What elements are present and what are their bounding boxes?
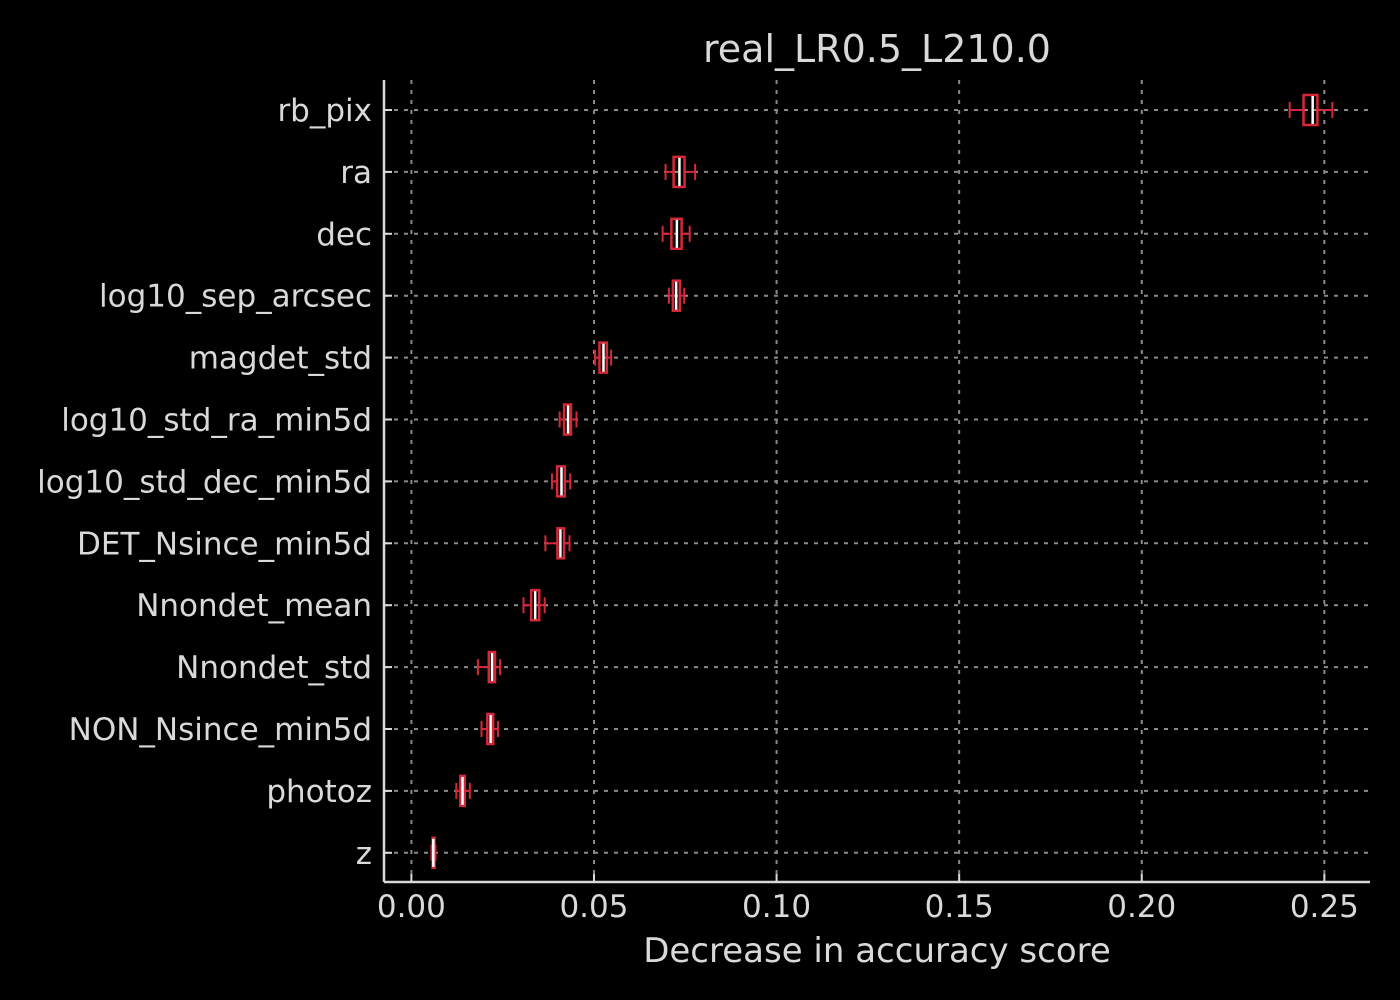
box-photoz [455,774,471,808]
box-iqr [672,155,686,189]
y-tick-label: Nnondet_std [176,650,372,686]
chart-title: real_LR0.5_L210.0 [703,27,1051,71]
y-tick-label: photoz [266,774,372,810]
box-nnondet-std [476,650,502,684]
y-tick-label: z [356,836,372,872]
y-tick-label: Nnondet_mean [136,588,372,624]
y-tick-label: DET_Nsince_min5d [77,526,372,562]
axes-layer [382,80,1370,884]
boxes-layer [430,93,1334,870]
box-iqr [555,465,567,498]
box-log10-std-dec-min5d [550,465,572,498]
box-iqr [562,403,573,436]
y-tick-label: NON_Nsince_min5d [69,712,372,748]
box-iqr [1302,93,1319,127]
box-iqr [529,588,541,622]
box-log10-sep-arcsec [667,279,686,312]
y-tick-label: log10_std_ra_min5d [61,403,372,439]
box-iqr [598,341,609,374]
box-iqr [459,774,466,808]
box-z [430,836,437,870]
y-tick-label: log10_std_dec_min5d [37,464,372,500]
box-magdet-std [594,341,613,374]
box-det-nsince-min5d [544,527,571,560]
x-axis-label: Decrease in accuracy score [643,931,1111,971]
box-nnondet-mean [522,588,546,622]
box-iqr [487,650,497,684]
box-dec [661,217,691,251]
box-iqr [486,712,495,746]
box-log10-std-ra-min5d [558,403,578,436]
y-tick-label: ra [340,155,372,191]
grid-layer [384,80,1370,882]
x-tick-label: 0.20 [1107,889,1176,925]
box-ra [664,155,697,189]
x-tick-label: 0.00 [377,889,446,925]
box-iqr [671,279,682,312]
box-iqr [556,527,566,560]
x-tick-label: 0.15 [925,889,994,925]
y-tick-label: log10_sep_arcsec [99,279,372,315]
box-rb-pix [1288,93,1334,127]
x-tick-label: 0.10 [742,889,811,925]
x-tick-label: 0.25 [1290,889,1359,925]
box-iqr [670,217,683,251]
x-tick-label: 0.05 [559,889,628,925]
y-tick-label: rb_pix [277,93,372,129]
y-tick-label: dec [316,217,372,253]
y-tick-label: magdet_std [189,341,372,377]
box-non-nsince-min5d [480,712,499,746]
